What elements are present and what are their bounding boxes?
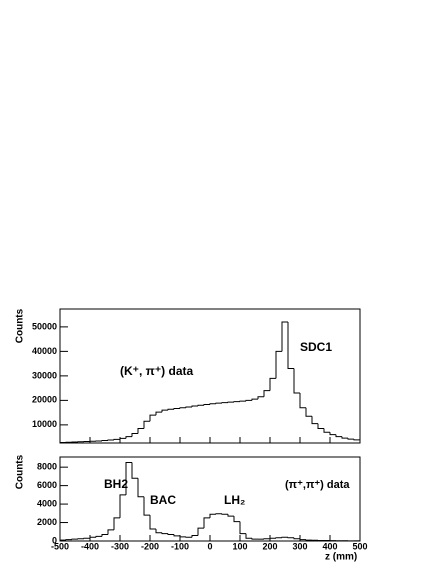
histogram-bin [299,393,306,409]
histogram-bin [257,396,264,400]
histogram-bin [143,496,150,516]
y-tick-label: 10000 [32,419,57,429]
histogram-bin [107,529,114,535]
y-tick-label: 50000 [32,321,57,331]
histogram-bin [179,535,186,538]
histogram-bin [191,534,198,538]
y-tick-label: 40000 [32,346,57,356]
y-tick-label: 8000 [37,462,57,472]
histogram-bin [167,408,174,411]
histogram-bin [293,537,300,540]
histogram-bin [167,533,174,536]
histogram-bin [317,423,324,430]
histogram-bin [197,404,204,407]
x-axis-label: z (mm) [325,552,357,563]
histogram-bin [119,437,126,440]
y-axis-label: Counts [15,308,26,343]
x-tick-label: 500 [352,541,367,551]
histogram-bin [161,532,168,535]
histogram-bin [233,516,240,523]
histogram-bin [341,436,348,439]
plot-frame [59,456,361,542]
histogram-bin [149,414,156,422]
histogram-bin [251,538,258,540]
y-tick-label: 4000 [37,498,57,508]
histogram-bin [239,521,246,535]
annotation: BAC [150,493,176,507]
histogram-bin [179,407,186,409]
histogram-bin [263,390,270,397]
y-tick-label: 6000 [37,480,57,490]
histogram-bin [191,405,198,407]
histogram-bin [335,434,342,438]
x-tick-label: -500 [51,541,69,551]
histogram-bin [245,399,252,402]
histogram-bin [281,321,288,352]
histogram-bin [125,436,132,439]
histogram-bin [161,409,168,413]
histogram-bin [203,404,210,406]
y-tick-label: 20000 [32,395,57,405]
histogram-bin [131,462,138,479]
histogram-bin [113,517,120,530]
annotation: (π⁺,π⁺) data [285,479,350,491]
histogram-bin [209,403,216,405]
histogram-bin [125,462,132,495]
histogram-bin [347,438,354,440]
y-tick-label: 2000 [37,517,57,527]
histogram-bin [95,535,102,538]
histogram-bin [269,377,276,391]
x-tick-label: 100 [232,541,247,551]
histogram-bin [299,538,306,541]
histogram-bin [173,534,180,537]
histogram-bin [173,407,180,410]
annotation: SDC1 [300,340,332,354]
histogram-bin [305,407,312,417]
histogram-bin [323,428,330,433]
x-tick-label: -300 [111,541,129,551]
histogram-bin [185,406,192,408]
annotation: (K⁺, π⁺) data [120,364,194,378]
histogram-bin [245,533,252,539]
histogram-bin [203,517,210,529]
histogram-bin [311,416,318,425]
x-tick-label: -100 [171,541,189,551]
histogram-bin [119,494,126,518]
histogram-bin [155,529,162,534]
histogram-bin [293,368,300,394]
x-tick-label: -200 [141,541,159,551]
histogram-bin [209,513,216,518]
plot-frame [59,308,361,444]
x-tick-label: -400 [81,541,99,551]
histogram-bin [275,350,282,379]
x-tick-label: 300 [292,541,307,551]
y-tick-label: 30000 [32,370,57,380]
histogram-bin [215,402,222,404]
histogram-bin [131,432,138,437]
histogram-bin [149,515,156,530]
histogram-bin [227,514,234,517]
annotation: LH₂ [224,493,245,507]
annotation: BH2 [104,477,128,491]
histogram-bin [251,398,258,401]
histogram-bin [137,478,144,498]
histogram-bin [143,420,150,429]
histogram-bin [155,411,162,416]
histogram-bin [113,438,120,441]
x-tick-label: 200 [262,541,277,551]
histogram-bin [329,432,336,436]
histogram-bin [287,321,294,370]
histogram-bin [353,439,360,441]
histogram-bin [89,536,96,539]
histogram-bin [197,527,204,536]
y-axis-label: Counts [15,454,26,489]
histogram-bin [137,428,144,434]
x-tick-label: 400 [322,541,337,551]
histogram-bin [101,534,108,537]
x-tick-label: 0 [207,541,212,551]
y-tick-label: 0 [52,535,57,545]
